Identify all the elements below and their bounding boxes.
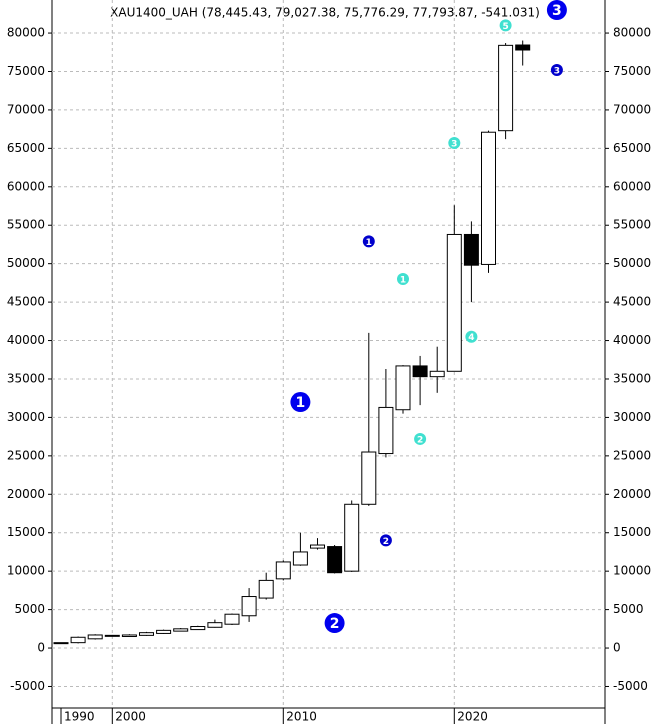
y-tick-label: 75000 <box>613 64 651 78</box>
chart-title: XAU1400_UAH (78,445.43, 79,027.38, 75,77… <box>110 6 540 20</box>
candle-body <box>53 642 69 645</box>
candle-body <box>207 622 223 628</box>
y-tick-label: 10000 <box>613 564 651 578</box>
wave-label: 4 <box>468 333 474 343</box>
candle-body <box>344 503 360 572</box>
candle-body <box>515 44 531 51</box>
y-tick-label: 50000 <box>7 256 45 270</box>
y-tick-label: -5000 <box>613 679 648 693</box>
candle-body <box>173 628 189 632</box>
y-tick-label: 20000 <box>7 487 45 501</box>
y-tick-label: 10000 <box>7 564 45 578</box>
y-tick-label: 35000 <box>613 371 651 385</box>
wave-label: 3 <box>451 139 457 149</box>
y-tick-label: 80000 <box>7 26 45 40</box>
y-tick-label: 75000 <box>7 64 45 78</box>
y-tick-label: 55000 <box>7 218 45 232</box>
y-tick-label: -5000 <box>10 679 45 693</box>
y-tick-label: 35000 <box>7 371 45 385</box>
candle-body <box>156 629 172 634</box>
y-tick-label: 15000 <box>613 525 651 539</box>
wave-label: 3 <box>554 66 560 76</box>
x-tick-label: 2000 <box>115 710 146 724</box>
wave-label: 1 <box>296 395 306 411</box>
y-tick-label: 25000 <box>613 448 651 462</box>
y-tick-label: 25000 <box>7 448 45 462</box>
wave-label: 2 <box>383 537 389 547</box>
y-tick-label: 65000 <box>7 141 45 155</box>
wave-marker <box>290 392 311 413</box>
y-tick-label: 0 <box>613 641 621 655</box>
wave-marker <box>550 63 563 76</box>
candle-body <box>481 131 496 265</box>
wave-marker <box>362 235 375 248</box>
candle-body <box>412 365 428 378</box>
candle-body <box>292 551 308 566</box>
y-tick-label: 60000 <box>613 179 651 193</box>
candle-body <box>361 451 377 505</box>
y-tick-label: 50000 <box>613 256 651 270</box>
candle-body <box>121 634 137 638</box>
y-tick-label: 40000 <box>613 333 651 347</box>
y-tick-label: 30000 <box>7 410 45 424</box>
candle-body <box>104 634 120 637</box>
wave-marker <box>324 613 345 634</box>
candle-body <box>275 561 291 580</box>
y-tick-label: 55000 <box>613 218 651 232</box>
candle-body <box>463 233 479 266</box>
candle-body <box>224 613 240 625</box>
wave-label: 1 <box>400 276 406 286</box>
candle-body <box>327 546 343 574</box>
x-tick-label: 1990 <box>64 710 95 724</box>
wave-marker <box>465 330 478 343</box>
x-tick-label: 2020 <box>457 710 488 724</box>
wave-label: 1 <box>366 238 372 248</box>
y-tick-label: 15000 <box>7 525 45 539</box>
candle-body <box>241 596 257 617</box>
wave-label: 2 <box>330 616 340 632</box>
wave-marker <box>546 0 567 20</box>
y-tick-label: 0 <box>37 641 45 655</box>
candle-body <box>429 370 445 378</box>
wave-marker <box>448 136 461 149</box>
wave-label: 5 <box>502 22 508 32</box>
y-tick-label: 70000 <box>7 102 45 116</box>
wave-marker <box>414 432 427 445</box>
wave-label: 3 <box>552 3 562 19</box>
y-tick-label: 80000 <box>613 26 651 40</box>
y-tick-label: 40000 <box>7 333 45 347</box>
candle-body <box>190 626 206 631</box>
wave-marker <box>379 534 392 547</box>
wave-marker <box>397 273 409 286</box>
y-tick-label: 65000 <box>613 141 651 155</box>
wave-marker <box>499 19 512 32</box>
y-tick-label: 45000 <box>613 295 651 309</box>
candle-body <box>310 544 325 549</box>
candle-body <box>498 44 514 132</box>
candle-body <box>70 636 86 644</box>
candle-body <box>378 406 394 455</box>
wave-label: 2 <box>417 435 423 445</box>
y-tick-label: 45000 <box>7 295 45 309</box>
candle-body <box>139 632 154 636</box>
y-tick-label: 5000 <box>613 602 644 616</box>
candle-body <box>446 233 462 372</box>
y-tick-label: 30000 <box>613 410 651 424</box>
y-tick-label: 5000 <box>14 602 45 616</box>
candle-body <box>258 579 274 599</box>
candle-body <box>395 365 411 411</box>
y-tick-label: 20000 <box>613 487 651 501</box>
candle-body <box>87 634 103 640</box>
y-tick-label: 60000 <box>7 179 45 193</box>
x-tick-label: 2010 <box>286 710 317 724</box>
y-tick-label: 70000 <box>613 102 651 116</box>
